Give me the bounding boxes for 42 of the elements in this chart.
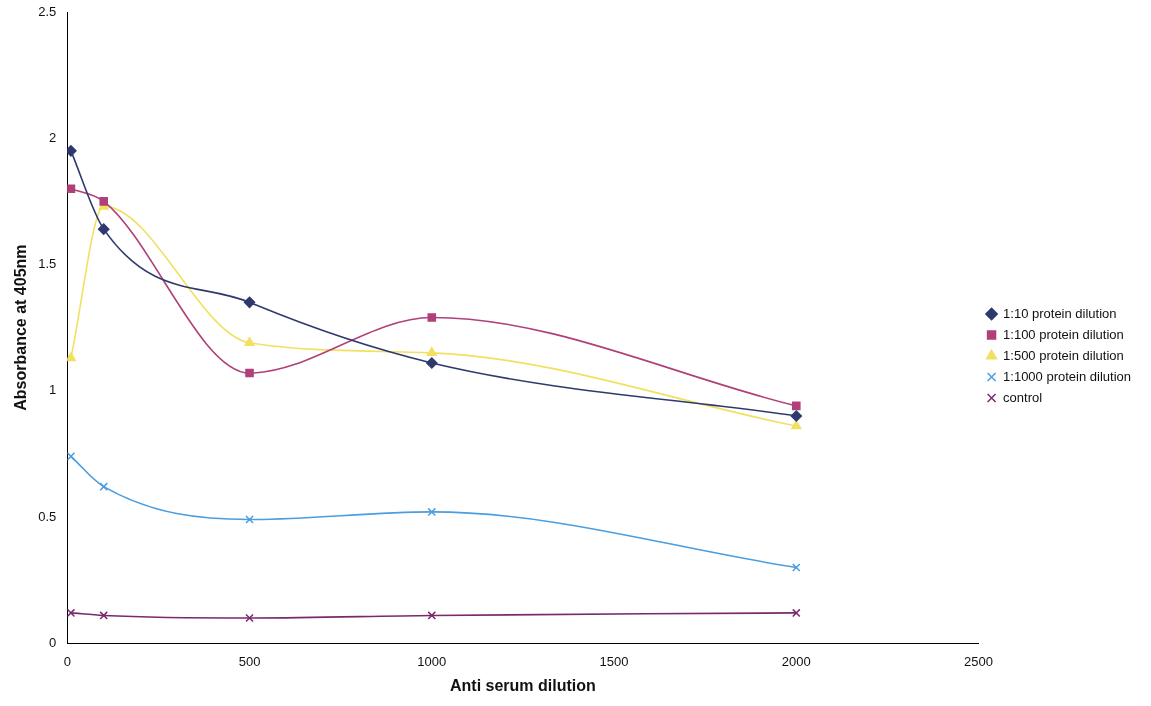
point [67, 452, 76, 461]
point [67, 352, 76, 362]
x-tick-label: 1500 [599, 653, 629, 669]
legend-label: 1:10 protein dilution [1003, 305, 1117, 321]
x-axis-title: Anti serum dilution [450, 676, 596, 694]
point [792, 401, 801, 411]
legend-label: 1:1000 protein dilution [1003, 368, 1132, 384]
x-tick-label: 0 [63, 653, 71, 669]
point [97, 223, 110, 235]
x-tick-label: 500 [238, 653, 261, 669]
point [99, 611, 109, 620]
y-axis-title: Absorbance at 405nm [12, 244, 30, 411]
point [426, 357, 438, 369]
point [427, 611, 437, 620]
y-tick-label: 2 [49, 129, 57, 145]
point [427, 507, 437, 517]
legend-label: 1:500 protein dilution [1003, 347, 1124, 363]
point [245, 613, 254, 623]
point [245, 515, 254, 524]
point [792, 563, 801, 572]
y-tick-label: 0.5 [38, 508, 57, 524]
point [426, 347, 437, 357]
y-tick-label: 1.5 [38, 256, 57, 272]
point [244, 337, 255, 346]
point [245, 368, 254, 378]
y-tick-label: 0 [49, 634, 57, 650]
point [792, 608, 801, 618]
point [790, 410, 803, 422]
y-tick-label: 2.5 [38, 3, 57, 19]
point [67, 184, 76, 194]
point [427, 313, 437, 322]
point [99, 482, 109, 491]
legend-label: 1:100 protein dilution [1003, 326, 1124, 342]
point [243, 296, 256, 309]
legend-label: control [1003, 389, 1043, 405]
y-tick-label: 1 [49, 382, 57, 398]
point [99, 197, 109, 206]
x-tick-label: 1000 [417, 653, 447, 669]
x-tick-label: 2000 [781, 653, 811, 669]
x-tick-label: 2500 [964, 653, 994, 669]
point [67, 608, 76, 618]
point [791, 420, 802, 430]
